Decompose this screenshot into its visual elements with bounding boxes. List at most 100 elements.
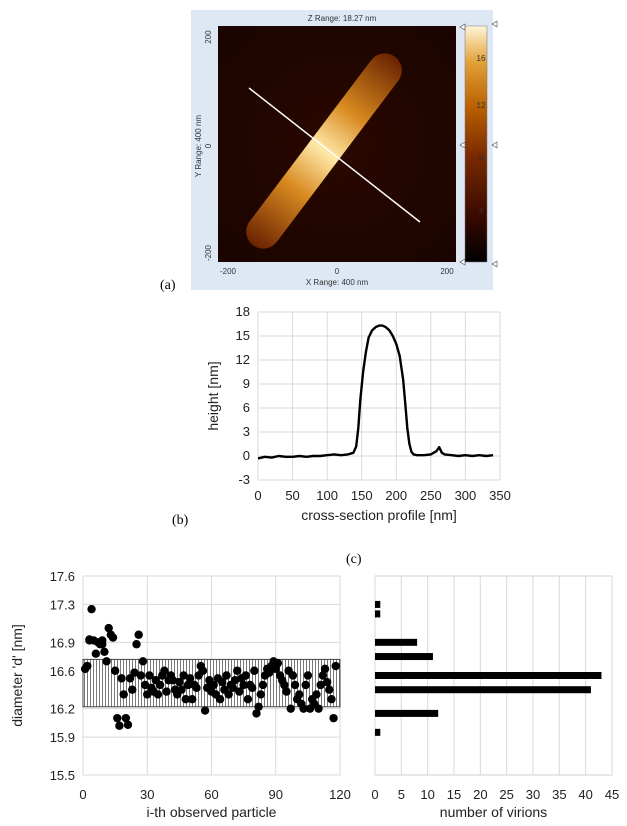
scatter-point [254, 702, 263, 711]
scatter-point [235, 687, 244, 696]
afm-x-tick-right: 200 [440, 267, 454, 276]
afm-marker-icon [491, 260, 498, 268]
scatter-point [329, 713, 338, 723]
panel-label-c: (c) [346, 552, 362, 567]
scatter-point [104, 623, 113, 633]
histogram-x-tick: 45 [605, 787, 619, 802]
scatter-point [136, 671, 146, 680]
scatter-point [179, 671, 188, 680]
scatter-point [295, 690, 304, 699]
histogram-bar [375, 653, 433, 661]
scatter-point [224, 690, 233, 699]
profile-chart: -3 0 3 6 9 12 15 18 0 50 100 150 200 250 300 350 cross-s… [205, 304, 511, 523]
profile-x-tick: 50 [285, 488, 299, 503]
scatter-point [121, 713, 131, 723]
scatter-y-tick: 16.9 [50, 635, 75, 650]
histogram-bar [375, 672, 602, 679]
scatter-x-tick: 60 [204, 787, 218, 802]
scatter-point [243, 694, 253, 704]
scatter-point [108, 633, 118, 642]
profile-y-tick: 18 [236, 304, 250, 319]
scatter-point [316, 680, 325, 690]
profile-x-label: cross-section profile [nm] [301, 507, 457, 523]
scatter-point [331, 661, 340, 671]
scatter-point [168, 676, 178, 685]
scatter-point [91, 649, 101, 658]
scatter-y-tick: 17.6 [50, 569, 75, 584]
profile-y-tick: 0 [243, 448, 250, 463]
scatter-point [273, 658, 283, 668]
scatter-point [132, 640, 141, 649]
profile-x-tick: 150 [351, 488, 373, 503]
afm-cbar-tick-8: 8 [479, 153, 484, 162]
scatter-point [241, 671, 250, 680]
scatter-point [303, 671, 313, 680]
scatter-point [87, 604, 96, 614]
scatter-point [280, 680, 289, 690]
scatter-y-tick: 15.5 [50, 768, 75, 783]
profile-x-tick: 350 [489, 488, 511, 503]
scatter-point [286, 704, 295, 713]
histogram-x-tick: 10 [420, 787, 434, 802]
afm-y-range: Y Range: 400 nm [194, 115, 203, 177]
scatter-point [143, 690, 152, 699]
scatter-point [209, 680, 218, 690]
scatter-point [128, 685, 137, 694]
virion-histogram-chart: 0 5 10 15 20 25 30 35 40 45 number of virions [371, 575, 619, 820]
histogram-bar [375, 686, 591, 694]
scatter-x-tick: 30 [140, 787, 154, 802]
scatter-point [134, 630, 143, 639]
scatter-point [265, 668, 274, 677]
scatter-point [247, 683, 257, 693]
scatter-point [115, 721, 124, 730]
scatter-point [155, 680, 165, 690]
scatter-point [320, 664, 330, 674]
scatter-point [185, 674, 195, 683]
histogram-x-tick: 5 [398, 787, 405, 802]
panel-label-a: (a) [160, 278, 176, 293]
afm-marker-icon [459, 141, 466, 149]
histogram-x-tick: 40 [578, 787, 592, 802]
scatter-point [288, 671, 298, 680]
scatter-x-tick: 90 [269, 787, 283, 802]
scatter-y-tick: 17.3 [50, 597, 75, 612]
histogram-bar [375, 728, 381, 736]
scatter-point [301, 680, 310, 690]
scatter-x-tick: 120 [329, 787, 351, 802]
scatter-point [256, 690, 265, 699]
scatter-point [252, 709, 261, 718]
profile-line [257, 324, 494, 460]
afm-z-range: Z Range: 18.27 nm [308, 14, 377, 23]
afm-y-tick-top: 200 [204, 30, 213, 44]
scatter-point [153, 690, 163, 699]
profile-x-tick: 250 [420, 488, 442, 503]
afm-panel: Z Range: 18.27 nm 200 0 -200 Y Range: 40… [191, 10, 498, 290]
scatter-point [102, 657, 111, 666]
scatter-y-tick: 16.6 [50, 664, 75, 679]
scatter-point [98, 640, 107, 649]
scatter-point [198, 666, 208, 675]
profile-y-tick: -3 [238, 472, 250, 487]
histogram-x-tick: 15 [447, 787, 461, 802]
scatter-point [110, 666, 120, 675]
afm-cbar-tick-16: 16 [477, 54, 486, 63]
scatter-point [177, 685, 186, 694]
scatter-point [258, 680, 268, 690]
scatter-point [123, 720, 133, 729]
histogram-x-tick: 35 [552, 787, 566, 802]
scatter-point [85, 636, 94, 645]
afm-section-line [248, 87, 421, 223]
scatter-point [117, 674, 126, 683]
afm-marker-icon [459, 258, 466, 266]
scatter-point [100, 647, 109, 657]
afm-marker-icon [459, 23, 466, 31]
afm-x-tick-mid: 0 [335, 267, 340, 276]
scatter-point [200, 706, 210, 715]
scatter-point [314, 704, 323, 713]
scatter-point [312, 690, 321, 699]
afm-cbar-tick-4: 4 [479, 206, 484, 215]
scatter-point [119, 690, 128, 699]
scatter-point [218, 677, 227, 687]
scatter-point [222, 671, 231, 680]
